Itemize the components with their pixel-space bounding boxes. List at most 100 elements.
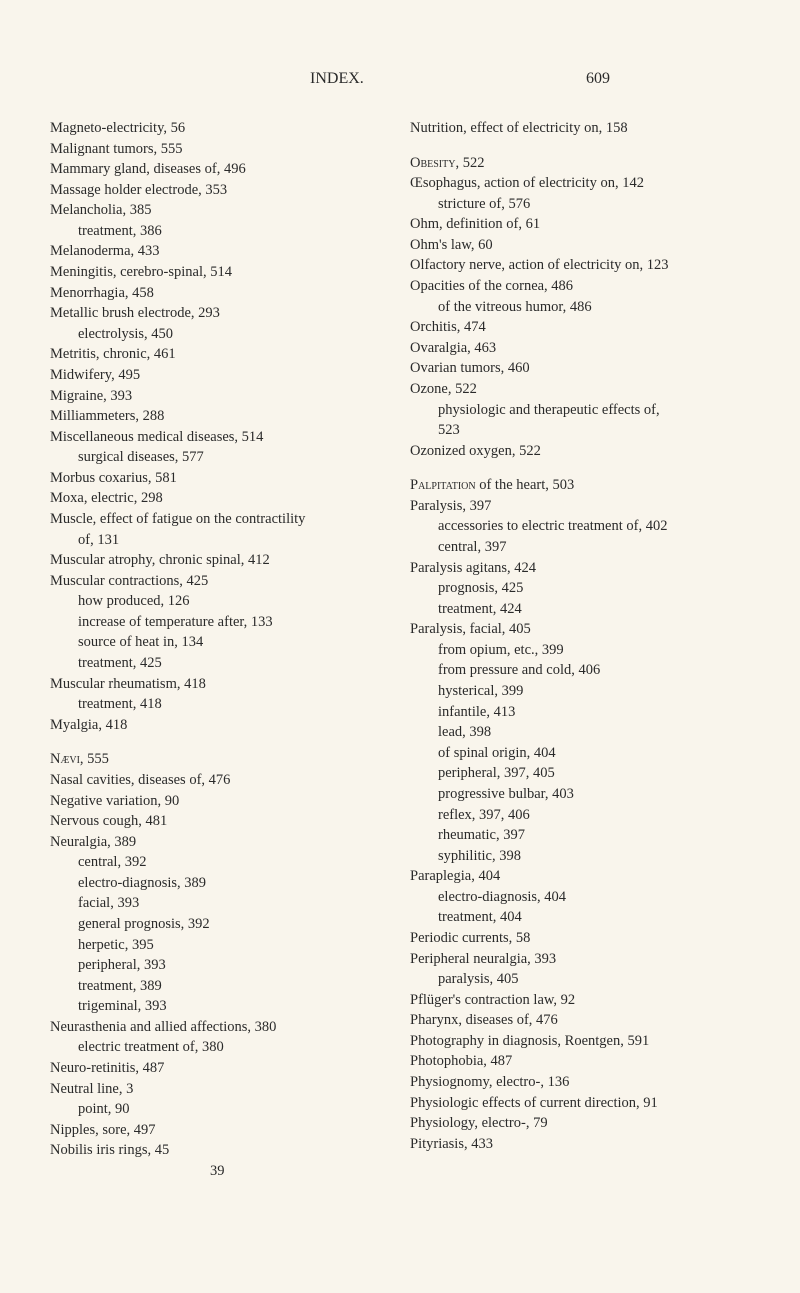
index-entry: Malignant tumors, 555 (50, 139, 390, 160)
index-entry: treatment, 425 (50, 653, 390, 674)
index-entry: Moxa, electric, 298 (50, 488, 390, 509)
index-entry: Myalgia, 418 (50, 715, 390, 736)
index-entry: how produced, 126 (50, 591, 390, 612)
index-entry: surgical diseases, 577 (50, 447, 390, 468)
index-entry: Physiognomy, electro-, 136 (410, 1072, 750, 1093)
index-entry: paralysis, 405 (410, 969, 750, 990)
index-entry: Muscular rheumatism, 418 (50, 674, 390, 695)
index-entry: Morbus coxarius, 581 (50, 468, 390, 489)
index-entry: Nævi, 555 (50, 749, 390, 770)
index-entry: Muscular atrophy, chronic spinal, 412 (50, 550, 390, 571)
index-entry: of, 131 (50, 530, 390, 551)
index-entry: Nervous cough, 481 (50, 811, 390, 832)
index-entry: from pressure and cold, 406 (410, 660, 750, 681)
index-entry: increase of temperature after, 133 (50, 612, 390, 633)
index-entry: Muscular contractions, 425 (50, 571, 390, 592)
index-entry: electro-diagnosis, 404 (410, 887, 750, 908)
index-entry-term: Palpitation (410, 477, 476, 493)
index-entry: Neutral line, 3 (50, 1079, 390, 1100)
index-entry: herpetic, 395 (50, 935, 390, 956)
index-entry: Neurasthenia and allied affections, 380 (50, 1017, 390, 1038)
index-entry: Paralysis agitans, 424 (410, 558, 750, 579)
index-entry: central, 397 (410, 537, 750, 558)
index-entry-rest: of the heart, 503 (476, 477, 575, 493)
index-entry: accessories to electric treatment of, 40… (410, 516, 750, 537)
index-entry: treatment, 424 (410, 599, 750, 620)
index-entry: facial, 393 (50, 893, 390, 914)
index-entry: treatment, 418 (50, 694, 390, 715)
index-entry: Nutrition, effect of electricity on, 158 (410, 118, 750, 139)
index-entry: lead, 398 (410, 722, 750, 743)
index-entry: Massage holder electrode, 353 (50, 180, 390, 201)
index-entry: Paralysis, 397 (410, 496, 750, 517)
index-entry: rheumatic, 397 (410, 825, 750, 846)
index-entry: physiologic and therapeutic effects of, (410, 400, 750, 421)
index-entry: syphilitic, 398 (410, 846, 750, 867)
index-entry: reflex, 397, 406 (410, 805, 750, 826)
index-entry: Metallic brush electrode, 293 (50, 303, 390, 324)
index-entry: Melancholia, 385 (50, 200, 390, 221)
index-entry: Pharynx, diseases of, 476 (410, 1010, 750, 1031)
blank-line (50, 735, 390, 749)
index-entry: Nobilis iris rings, 45 (50, 1140, 390, 1161)
index-entry: Melanoderma, 433 (50, 241, 390, 262)
index-entry: Ozone, 522 (410, 379, 750, 400)
index-entry: trigeminal, 393 (50, 996, 390, 1017)
index-entry: treatment, 386 (50, 221, 390, 242)
index-entry: Paralysis, facial, 405 (410, 619, 750, 640)
index-entry: Ozonized oxygen, 522 (410, 441, 750, 462)
index-entry: hysterical, 399 (410, 681, 750, 702)
index-entry: from opium, etc., 399 (410, 640, 750, 661)
index-entry: progressive bulbar, 403 (410, 784, 750, 805)
index-entry: 523 (410, 420, 750, 441)
index-entry: infantile, 413 (410, 702, 750, 723)
index-entry: electric treatment of, 380 (50, 1037, 390, 1058)
index-entry: Pityriasis, 433 (410, 1134, 750, 1155)
index-entry-rest: , 555 (80, 751, 109, 767)
header-title: INDEX. (310, 70, 364, 88)
index-entry: Mammary gland, diseases of, 496 (50, 159, 390, 180)
index-entry: stricture of, 576 (410, 194, 750, 215)
index-entry: Olfactory nerve, action of electricity o… (410, 255, 750, 276)
page-header: INDEX. 609 (50, 70, 750, 88)
index-entry: Physiology, electro-, 79 (410, 1113, 750, 1134)
index-entry: Meningitis, cerebro-spinal, 514 (50, 262, 390, 283)
columns: Magneto-electricity, 56Malignant tumors,… (50, 118, 750, 1161)
right-column: Nutrition, effect of electricity on, 158… (410, 118, 750, 1161)
blank-line (410, 461, 750, 475)
index-entry: Neuralgia, 389 (50, 832, 390, 853)
index-entry: Metritis, chronic, 461 (50, 344, 390, 365)
index-entry: peripheral, 397, 405 (410, 763, 750, 784)
index-entry: Obesity, 522 (410, 153, 750, 174)
index-entry: Magneto-electricity, 56 (50, 118, 390, 139)
page: INDEX. 609 Magneto-electricity, 56Malign… (0, 0, 800, 1220)
index-entry: Periodic currents, 58 (410, 928, 750, 949)
index-entry: Palpitation of the heart, 503 (410, 475, 750, 496)
index-entry: Miscellaneous medical diseases, 514 (50, 427, 390, 448)
index-entry: electro-diagnosis, 389 (50, 873, 390, 894)
index-entry: Photography in diagnosis, Roentgen, 591 (410, 1031, 750, 1052)
index-entry-term: Nævi (50, 751, 80, 767)
index-entry: Midwifery, 495 (50, 365, 390, 386)
index-entry: Nipples, sore, 497 (50, 1120, 390, 1141)
index-entry: treatment, 404 (410, 907, 750, 928)
blank-line (410, 139, 750, 153)
index-entry: Negative variation, 90 (50, 791, 390, 812)
index-entry: Opacities of the cornea, 486 (410, 276, 750, 297)
index-entry: Ovarian tumors, 460 (410, 358, 750, 379)
index-entry: Ohm's law, 60 (410, 235, 750, 256)
index-entry: Migraine, 393 (50, 386, 390, 407)
index-entry: Peripheral neuralgia, 393 (410, 949, 750, 970)
index-entry: Paraplegia, 404 (410, 866, 750, 887)
index-entry: Physiologic effects of current direction… (410, 1093, 750, 1114)
index-entry: Nasal cavities, diseases of, 476 (50, 770, 390, 791)
index-entry: electrolysis, 450 (50, 324, 390, 345)
left-column: Magneto-electricity, 56Malignant tumors,… (50, 118, 390, 1161)
index-entry: Neuro-retinitis, 487 (50, 1058, 390, 1079)
index-entry: of spinal origin, 404 (410, 743, 750, 764)
index-entry: Pflüger's contraction law, 92 (410, 990, 750, 1011)
index-entry: Photophobia, 487 (410, 1051, 750, 1072)
header-page-number: 609 (586, 70, 610, 88)
index-entry-rest: , 522 (455, 155, 484, 171)
index-entry: general prognosis, 392 (50, 914, 390, 935)
